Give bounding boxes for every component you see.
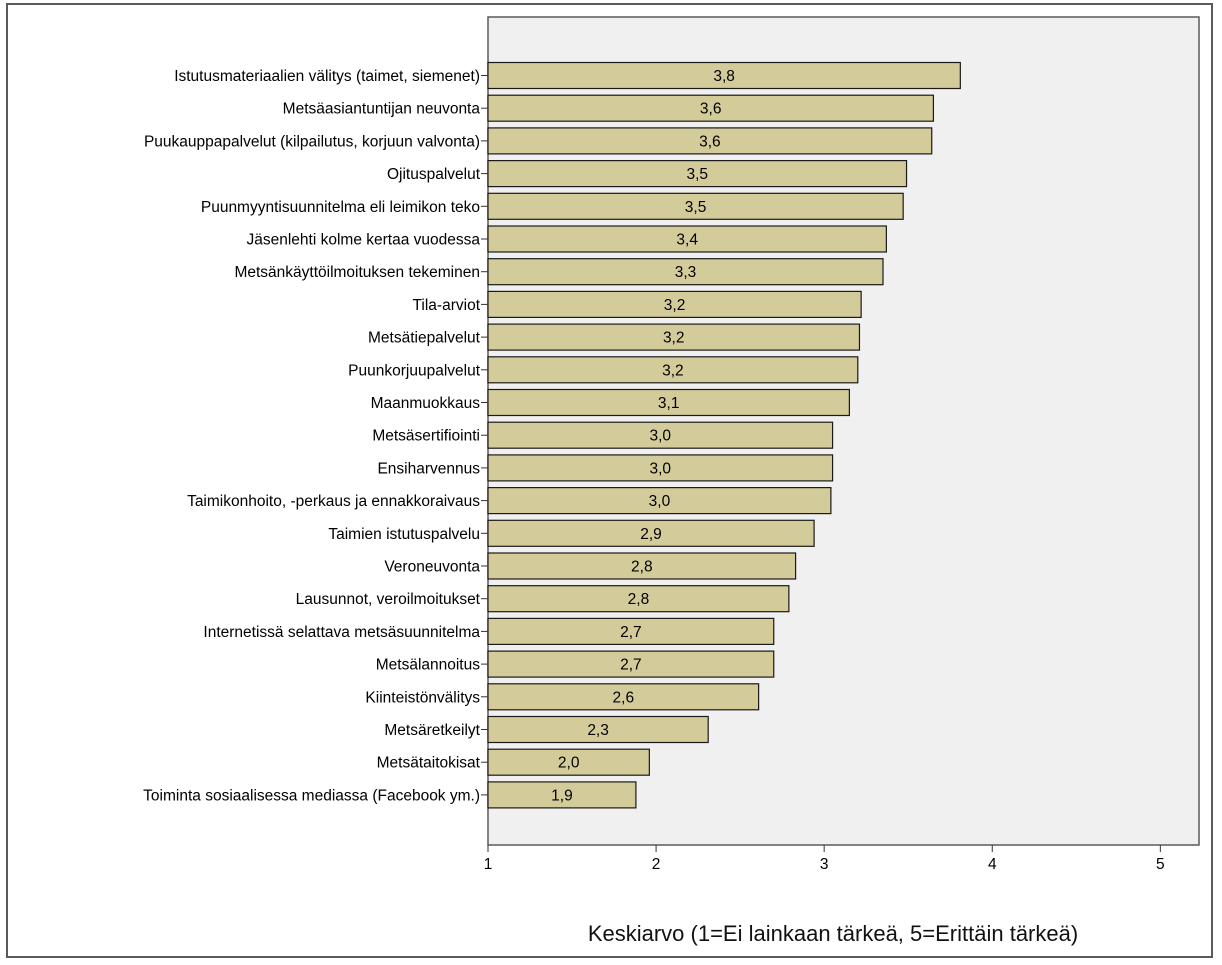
bar-value-label: 3,2 — [662, 362, 684, 379]
category-label: Jäsenlehti kolme kertaa vuodessa — [247, 232, 481, 249]
category-label: Metsäsertifiointi — [372, 428, 480, 445]
bar — [487, 258, 884, 286]
x-tick-label: 2 — [652, 856, 661, 873]
x-axis-title: Keskiarvo (1=Ei lainkaan tärkeä, 5=Eritt… — [588, 921, 1078, 946]
bar — [487, 94, 935, 122]
category-label: Taimien istutuspalvelu — [328, 526, 480, 543]
category-label: Metsätaitokisat — [377, 755, 481, 772]
bar-value-label: 2,9 — [640, 526, 662, 543]
x-tick-label: 4 — [988, 856, 997, 873]
bar — [487, 192, 904, 220]
bar-value-label: 1,9 — [551, 787, 573, 804]
bar — [487, 421, 834, 449]
bar — [487, 683, 760, 711]
category-label: Metsätiepalvelut — [368, 330, 481, 347]
x-tick-label: 5 — [1156, 856, 1165, 873]
bar-value-label: 3,8 — [713, 68, 735, 85]
bar-value-label: 2,7 — [620, 657, 642, 674]
bar-value-label: 3,2 — [663, 330, 685, 347]
bar-value-label: 3,5 — [685, 199, 707, 216]
bar-value-label: 3,6 — [700, 101, 722, 118]
bar — [487, 552, 797, 580]
category-label: Ojituspalvelut — [387, 166, 481, 183]
bar-value-label: 2,8 — [631, 559, 653, 576]
bar — [487, 388, 850, 417]
x-tick-label: 1 — [484, 856, 493, 873]
category-label: Istutusmateriaalien välitys (taimet, sie… — [174, 68, 480, 85]
bar-value-label: 3,0 — [650, 460, 672, 477]
category-label: Veroneuvonta — [384, 559, 480, 576]
bar — [487, 650, 775, 678]
category-label: Metsälannoitus — [376, 657, 481, 674]
bar-value-label: 3,0 — [650, 428, 672, 445]
category-label: Ensiharvennus — [377, 460, 480, 477]
category-label: Puunkorjuupalvelut — [348, 362, 481, 379]
bar — [487, 356, 859, 384]
bar — [487, 519, 815, 547]
bar — [487, 715, 709, 744]
x-axis: 1 2 3 4 5 — [484, 845, 1165, 873]
bar-value-label: 3,5 — [686, 166, 708, 183]
bar-value-label: 3,0 — [649, 493, 671, 510]
category-label: Metsäretkeilyt — [384, 722, 480, 739]
bar — [487, 225, 887, 253]
category-label: Kiinteistönvälitys — [365, 689, 480, 706]
bar — [487, 61, 961, 90]
category-label: Taimikonhoito, -perkaus ja ennakkoraivau… — [187, 493, 480, 510]
bar — [487, 323, 861, 351]
category-label: Puukauppapalvelut (kilpailutus, korjuun … — [144, 133, 480, 150]
bar-value-label: 3,4 — [676, 232, 698, 249]
bar — [487, 487, 832, 515]
bar-value-label: 3,3 — [675, 264, 697, 281]
bar — [487, 617, 775, 646]
bar-value-label: 2,8 — [628, 591, 650, 608]
category-label: Tila-arviot — [413, 297, 481, 314]
bar-value-label: 3,2 — [664, 297, 686, 314]
category-label: Metsäasiantuntijan neuvonta — [283, 101, 481, 118]
category-label: Internetissä selattava metsäsuunnitelma — [203, 624, 480, 641]
bar-value-label: 3,6 — [699, 133, 721, 150]
category-label: Maanmuokkaus — [371, 395, 481, 412]
category-label: Lausunnot, veroilmoitukset — [296, 591, 481, 608]
category-label: Toiminta sosiaalisessa mediassa (Faceboo… — [143, 787, 480, 804]
category-label: Puunmyyntisuunnitelma eli leimikon teko — [201, 199, 480, 216]
x-tick-label: 3 — [820, 856, 829, 873]
bar — [487, 160, 908, 188]
bar — [487, 454, 834, 482]
category-labels: Istutusmateriaalien välitys (taimet, sie… — [143, 68, 488, 804]
bar-value-label: 2,3 — [587, 722, 609, 739]
category-label: Metsänkäyttöilmoituksen tekeminen — [234, 264, 480, 281]
bar — [487, 290, 862, 318]
bar-value-label: 3,1 — [658, 395, 680, 412]
bar-value-label: 2,6 — [613, 689, 635, 706]
bar-value-label: 2,7 — [620, 624, 642, 641]
bar-value-label: 2,0 — [558, 755, 580, 772]
bar — [487, 585, 790, 613]
bar — [487, 127, 933, 155]
